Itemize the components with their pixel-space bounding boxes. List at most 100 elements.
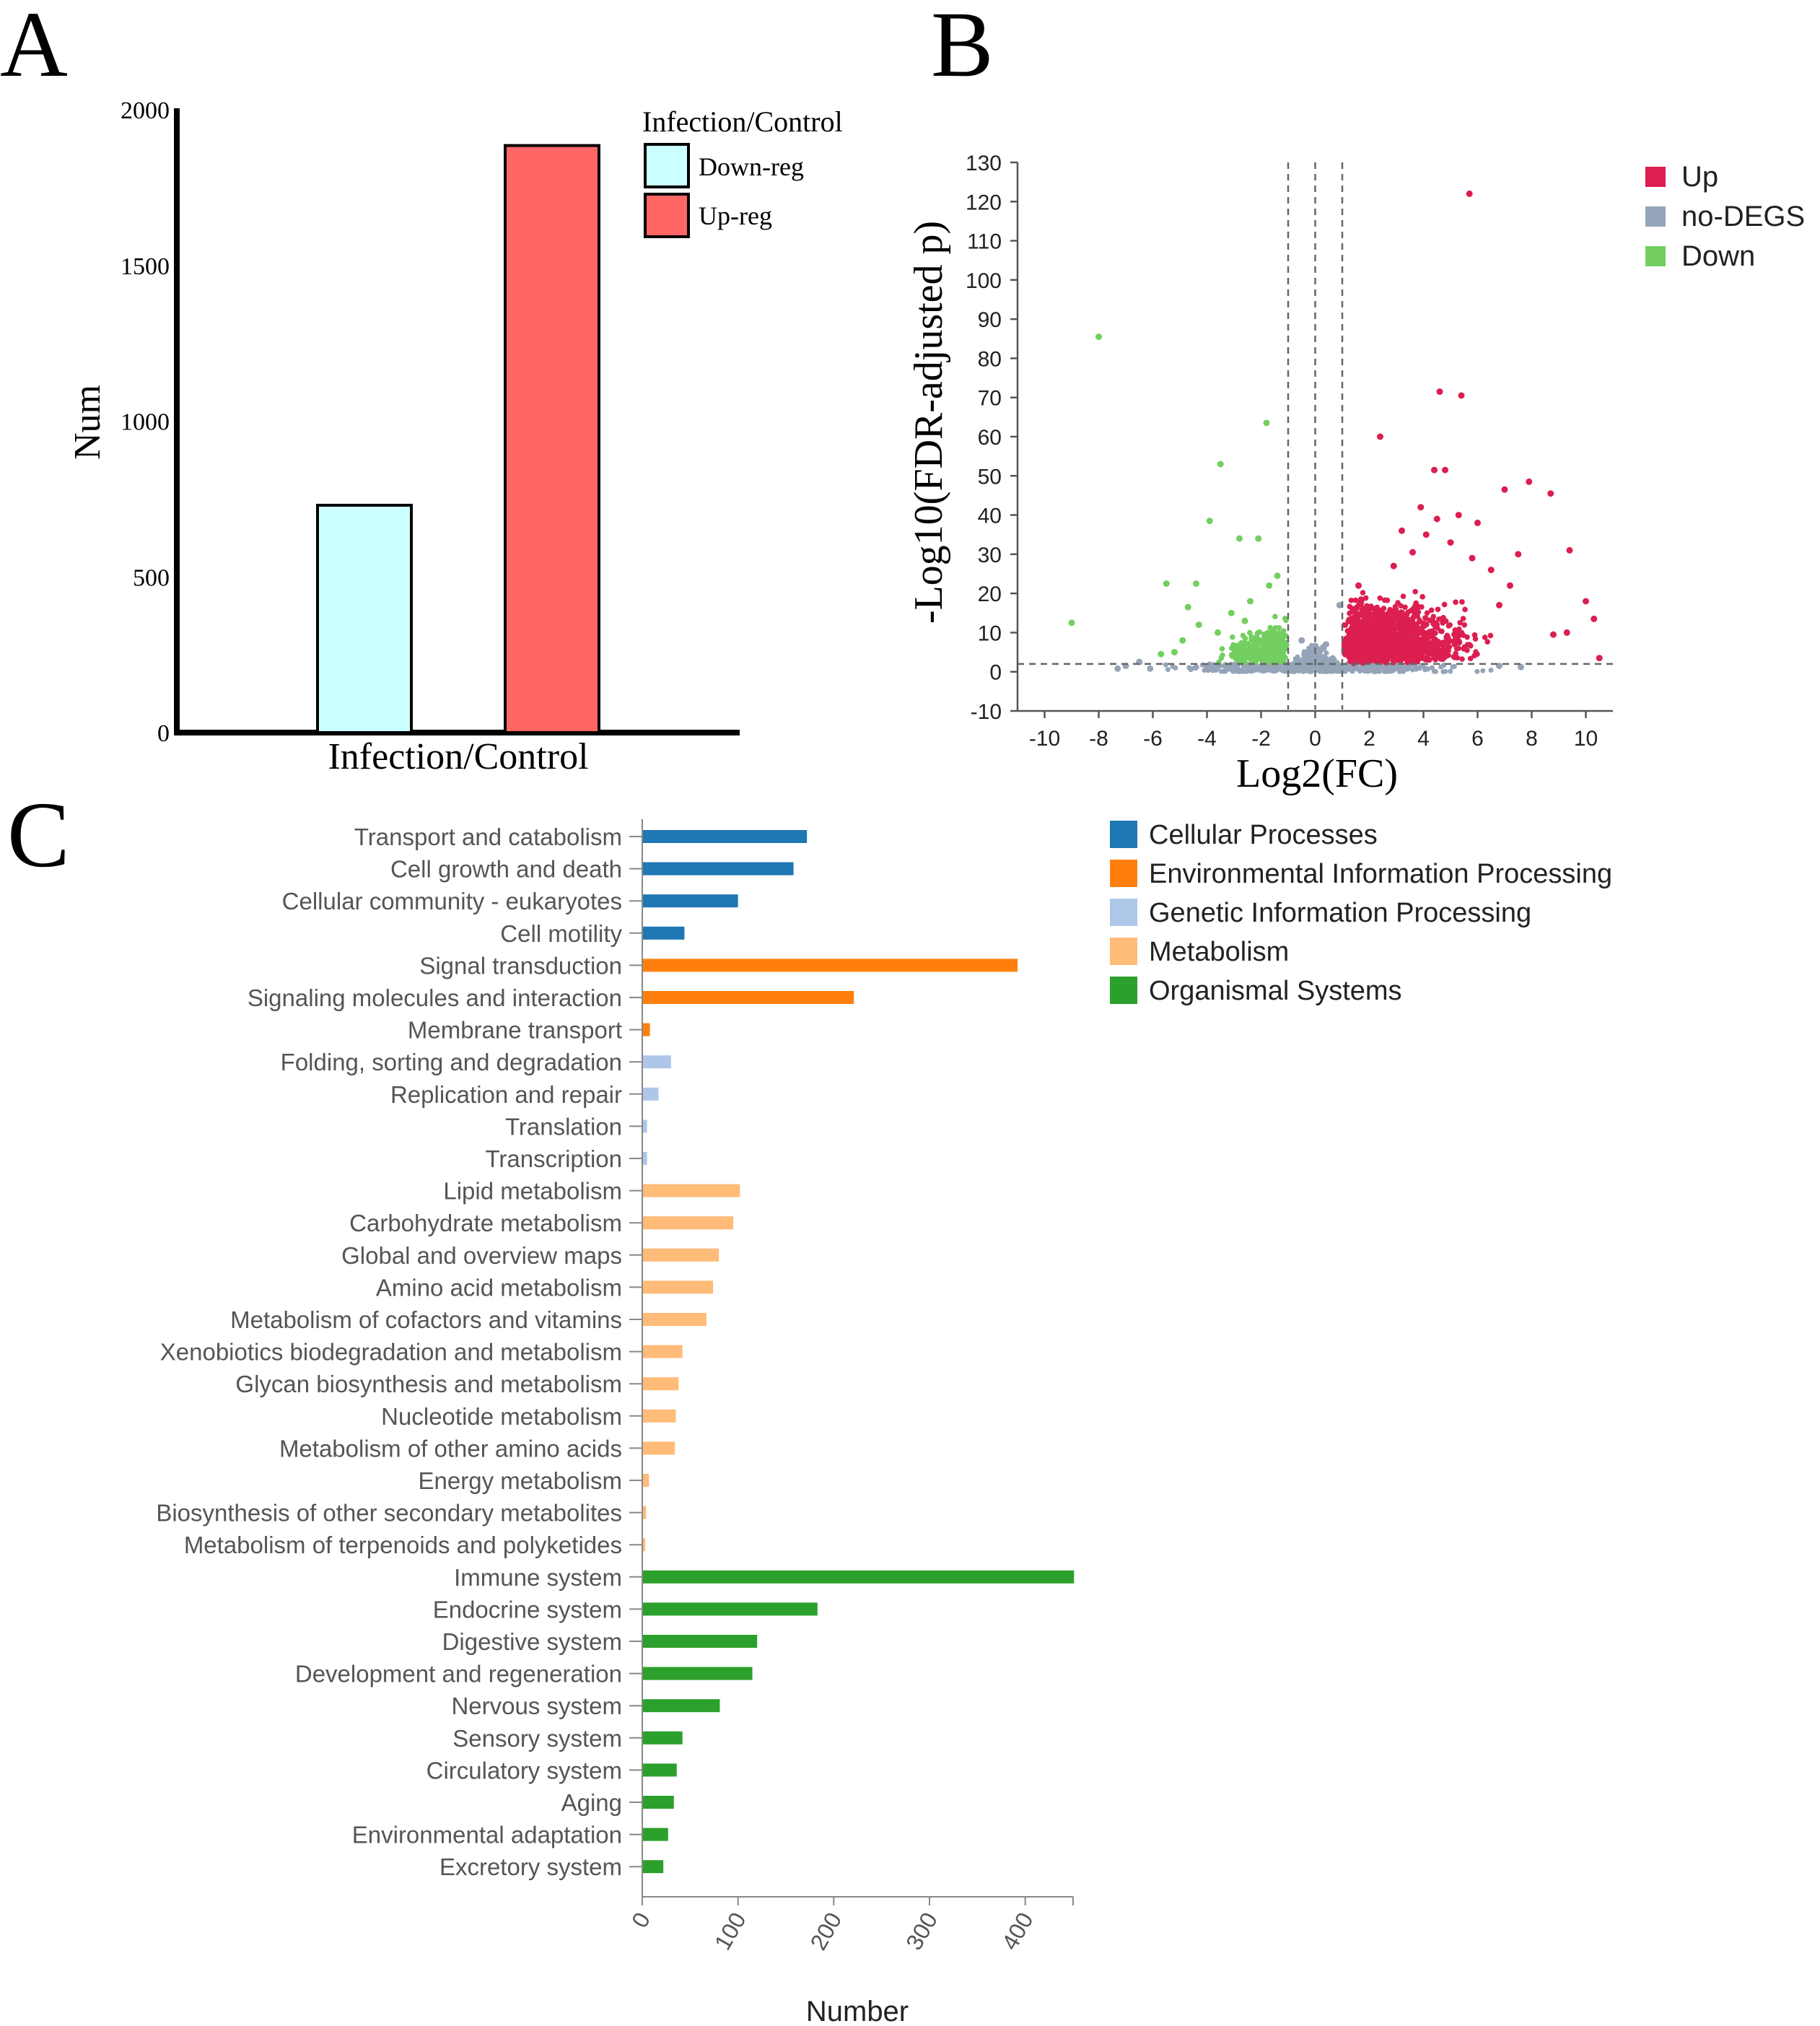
panel-c-bar [642, 1409, 676, 1423]
point-up [1427, 648, 1433, 655]
legend-swatch-no-degs [1645, 206, 1666, 227]
panel-b-x-tick-label: -2 [1251, 727, 1271, 751]
panel-c-category-label: Sensory system [452, 1725, 622, 1752]
panel-c-category-label: Xenobiotics biodegradation and metabolis… [160, 1339, 622, 1366]
panel-c-category-label: Metabolism of cofactors and vitamins [230, 1306, 622, 1333]
panel-b-x-tick-label: -4 [1197, 727, 1217, 751]
panel-c-category-label: Glycan biosynthesis and metabolism [235, 1371, 622, 1397]
point-up [1433, 515, 1440, 523]
panel-a-y-tick-label: 1500 [121, 253, 170, 280]
point-up [1422, 634, 1428, 641]
point-down [1241, 617, 1248, 624]
point-no-degs [1224, 664, 1230, 670]
point-no-degs [1165, 667, 1171, 673]
point-up [1391, 657, 1398, 663]
panel-a-legend: Infection/Control Down-reg Up-reg [642, 105, 843, 238]
point-up [1409, 621, 1415, 628]
point-up [1438, 656, 1444, 662]
panel-c-category-label: Cell motility [500, 920, 622, 947]
point-no-degs [1264, 667, 1269, 673]
point-up [1424, 610, 1430, 616]
panel-c-x-axis-label: Number [806, 1996, 909, 2026]
point-up [1447, 622, 1453, 628]
panel-c-category-label: Replication and repair [390, 1081, 622, 1108]
point-no-degs [1326, 666, 1331, 672]
point-up [1365, 645, 1371, 651]
panel-c-bar [642, 1441, 675, 1455]
point-up [1372, 611, 1378, 617]
point-up [1401, 653, 1408, 660]
point-up [1428, 607, 1435, 614]
point-up [1487, 567, 1495, 574]
point-up [1345, 618, 1352, 624]
panel-c-legend-label: Environmental Information Processing [1149, 859, 1612, 889]
point-up [1400, 593, 1406, 599]
point-up [1417, 639, 1423, 645]
panel-b-x-tick-label: 2 [1363, 727, 1375, 751]
legend-swatch-up [1645, 167, 1666, 187]
point-up [1416, 629, 1422, 636]
panel-b-x-tick-label: 4 [1417, 727, 1430, 751]
point-no-degs [1386, 668, 1391, 673]
panel-c-legend-label: Cellular Processes [1149, 820, 1378, 850]
panel-c-category-label: Environmental adaptation [352, 1822, 622, 1848]
point-down [1232, 648, 1238, 655]
panel-b-y-tick-label: 50 [978, 465, 1002, 489]
panel-c-bar [642, 862, 794, 876]
point-down [1258, 648, 1264, 654]
point-up [1402, 604, 1408, 611]
point-down [1236, 535, 1243, 542]
point-up [1482, 634, 1488, 640]
panel-c-bars [642, 830, 1075, 1874]
point-down [1267, 624, 1274, 631]
point-up [1348, 598, 1355, 603]
point-up [1357, 655, 1362, 661]
point-no-degs [1496, 663, 1502, 670]
point-up [1501, 486, 1508, 493]
panel-c-legend-swatch [1110, 938, 1137, 965]
panel-c-bar [642, 959, 1018, 972]
point-up [1377, 595, 1383, 601]
point-up [1365, 632, 1372, 639]
point-up [1464, 634, 1470, 640]
point-no-degs [1205, 668, 1211, 673]
panel-c-category-label: Folding, sorting and degradation [281, 1049, 622, 1075]
point-down [1250, 637, 1256, 643]
point-up [1359, 647, 1365, 654]
point-down [1273, 647, 1279, 654]
panel-c-category-label: Circulatory system [426, 1757, 622, 1783]
panel-b-x-tick-label: -10 [1029, 727, 1060, 751]
point-up [1409, 639, 1414, 645]
point-up [1434, 652, 1440, 658]
panel-c-category-label: Aging [561, 1789, 622, 1816]
point-up [1346, 632, 1352, 638]
panel-a-bar-chart: 0 500 1000 1500 2000 Infection/Control Num I… [67, 97, 843, 777]
point-up [1377, 651, 1383, 658]
panel-c-legend-swatch [1110, 899, 1137, 926]
panel-c-bar [642, 991, 854, 1004]
point-up [1432, 657, 1438, 663]
point-no-degs [1396, 666, 1401, 672]
point-down [1242, 655, 1248, 661]
point-no-degs [1443, 668, 1448, 674]
point-up [1410, 614, 1417, 620]
point-no-degs [1290, 668, 1296, 674]
point-no-degs [1324, 656, 1330, 662]
panel-c-bar [642, 1699, 720, 1713]
point-up [1453, 645, 1460, 652]
panel-c-category-label: Amino acid metabolism [376, 1274, 622, 1301]
panel-c-bar [642, 1635, 758, 1648]
panel-c-category-label: Signal transduction [419, 952, 622, 979]
panel-b-points [1068, 190, 1603, 675]
panel-c-bar [642, 830, 808, 843]
panel-a-legend-title: Infection/Control [642, 105, 843, 138]
point-down [1220, 652, 1225, 658]
panel-c-bar [642, 1538, 645, 1552]
point-up [1404, 630, 1411, 637]
point-up [1382, 625, 1388, 632]
panel-c-bar [642, 1570, 1075, 1584]
point-no-degs [1173, 665, 1178, 671]
point-up [1352, 597, 1359, 603]
